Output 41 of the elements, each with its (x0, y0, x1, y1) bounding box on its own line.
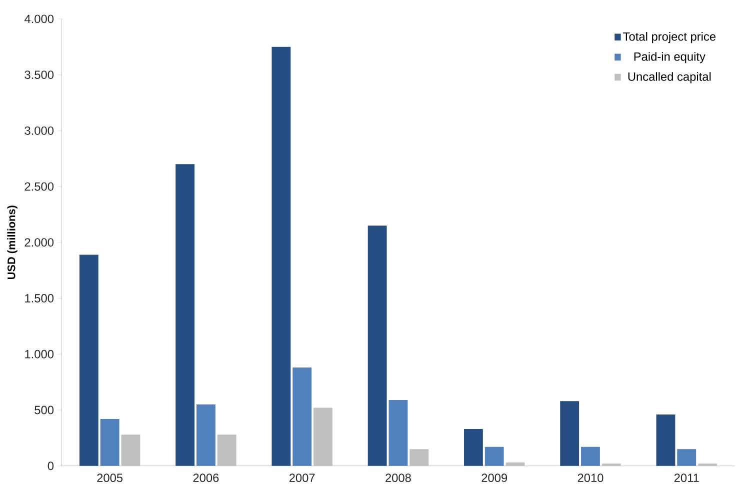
bar (292, 368, 312, 466)
bar (484, 447, 504, 466)
bar (464, 429, 483, 466)
legend-label: Paid-in equity (634, 52, 706, 64)
y-tick-label: 2.500 (24, 182, 54, 191)
x-tick-label: 2011 (674, 474, 699, 482)
bar (698, 464, 717, 466)
bar (121, 434, 140, 466)
x-tick-label: 2005 (97, 474, 123, 482)
x-tick-label: 2010 (578, 474, 604, 482)
bar (79, 254, 98, 466)
bar (656, 414, 676, 466)
y-tick-label: 4.000 (24, 14, 54, 24)
y-tick-label: 2.000 (24, 238, 54, 247)
bar (196, 404, 216, 466)
bar (677, 449, 696, 466)
legend-label: Uncalled capital (628, 72, 711, 84)
x-tick-label: 2006 (193, 474, 219, 482)
x-tick-label: 2008 (386, 474, 411, 482)
y-tick-label: 500 (34, 406, 54, 414)
y-tick-label: 3.000 (24, 126, 54, 135)
y-tick-label: 0 (48, 462, 54, 470)
x-tick-label: 2009 (482, 474, 508, 482)
bar (602, 464, 621, 466)
bar (506, 462, 525, 466)
y-tick-label: 1.000 (25, 350, 54, 358)
y-tick-label: 3.500 (24, 70, 54, 80)
bar (314, 408, 332, 466)
bar (100, 419, 120, 466)
y-tick-label: 1.500 (25, 294, 54, 303)
bar (410, 449, 429, 466)
bar (388, 400, 408, 466)
y-axis-title: USD (millions) (7, 206, 18, 280)
bar (560, 401, 580, 466)
bar (176, 164, 194, 466)
bar (272, 46, 291, 466)
bar (581, 447, 600, 466)
x-tick-label: 2007 (289, 474, 315, 482)
legend-label: Total project price (623, 32, 716, 44)
bar (368, 226, 387, 466)
bar (217, 434, 236, 466)
